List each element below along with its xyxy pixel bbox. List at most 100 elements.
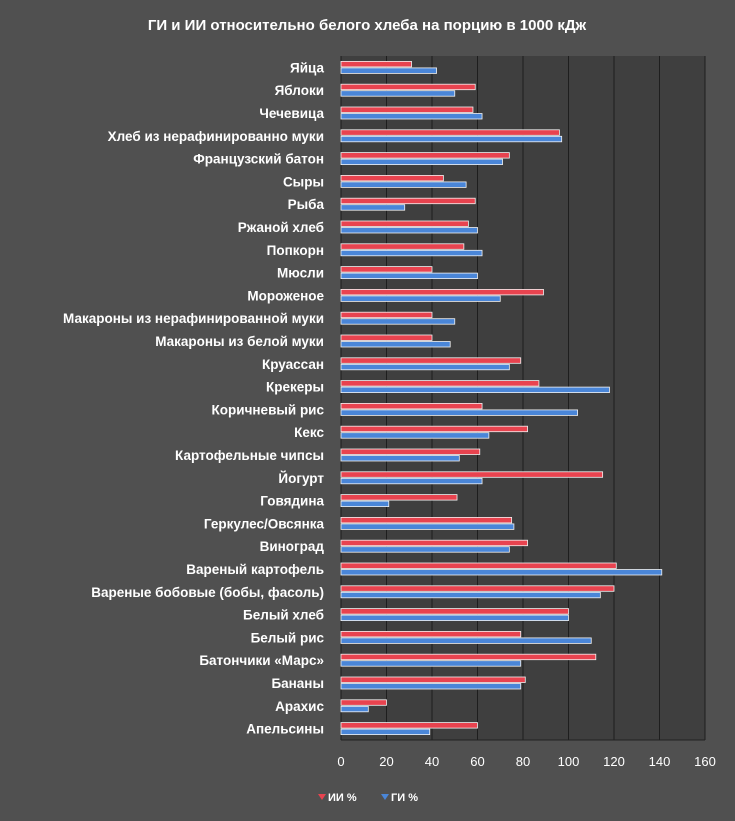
bar-ii [341, 403, 482, 409]
bar-ii [341, 723, 478, 729]
category-label: Попкорн [267, 243, 324, 258]
x-tick-label: 80 [516, 754, 530, 769]
bar-gi [341, 228, 478, 234]
legend-label-gi: ГИ % [391, 792, 418, 804]
category-label: Бананы [271, 676, 324, 691]
bar-gi [341, 410, 578, 416]
category-label: Французский батон [193, 152, 324, 167]
category-label: Коричневый рис [212, 402, 325, 417]
x-tick-label: 120 [603, 754, 625, 769]
bar-gi [341, 182, 466, 188]
chart: ГИ и ИИ относительно белого хлеба на пор… [0, 0, 735, 821]
x-tick-label: 140 [649, 754, 671, 769]
bar-ii [341, 153, 509, 159]
bar-ii [341, 563, 616, 569]
bar-ii [341, 517, 512, 523]
bar-gi [341, 136, 562, 142]
category-label: Виноград [260, 539, 325, 554]
bar-gi [341, 387, 609, 393]
category-label: Апельсины [246, 722, 324, 737]
category-label: Мороженое [247, 288, 324, 303]
bar-gi [341, 319, 455, 325]
bar-ii [341, 198, 475, 204]
category-label: Круассан [262, 357, 324, 372]
bar-ii [341, 175, 443, 181]
category-label: Говядина [260, 494, 324, 509]
bar-gi [341, 456, 459, 462]
bar-gi [341, 433, 489, 439]
bar-gi [341, 273, 478, 279]
category-label: Кекс [294, 425, 324, 440]
category-label: Вареный картофель [186, 562, 324, 577]
x-tick-label: 0 [337, 754, 344, 769]
category-label: Макароны из нерафинированной муки [63, 311, 324, 326]
bar-ii [341, 289, 543, 295]
bar-gi [341, 478, 482, 484]
chart-title: ГИ и ИИ относительно белого хлеба на пор… [148, 17, 587, 34]
bar-ii [341, 654, 596, 660]
category-label: Ржаной хлеб [238, 220, 324, 235]
bar-ii [341, 61, 412, 67]
bar-gi [341, 615, 569, 621]
bar-ii [341, 84, 475, 90]
bar-ii [341, 586, 614, 592]
x-tick-label: 100 [558, 754, 580, 769]
category-label: Крекеры [266, 380, 324, 395]
bar-gi [341, 570, 662, 576]
category-label: Яйца [290, 60, 324, 75]
bar-ii [341, 609, 569, 615]
category-label: Яблоки [275, 83, 324, 98]
category-label: Вареные бобовые (бобы, фасоль) [91, 585, 324, 600]
bar-gi [341, 296, 500, 302]
bar-gi [341, 159, 503, 165]
category-label: Йогурт [278, 471, 324, 486]
bar-ii [341, 312, 432, 318]
bar-ii [341, 426, 528, 432]
bar-gi [341, 524, 514, 530]
bar-gi [341, 684, 521, 690]
bar-gi [341, 114, 482, 120]
bar-ii [341, 358, 521, 364]
bar-gi [341, 661, 521, 667]
x-tick-label: 160 [694, 754, 716, 769]
bar-ii [341, 267, 432, 273]
category-label: Картофельные чипсы [175, 448, 324, 463]
category-label: Чечевица [259, 106, 324, 121]
bar-gi [341, 501, 389, 507]
category-label: Белый рис [251, 630, 325, 645]
bar-gi [341, 547, 509, 553]
bar-ii [341, 540, 528, 546]
bar-gi [341, 68, 437, 74]
x-tick-label: 60 [470, 754, 484, 769]
bar-gi [341, 342, 450, 348]
bar-gi [341, 91, 455, 97]
bar-ii [341, 107, 473, 113]
bar-gi [341, 592, 600, 598]
x-tick-label: 40 [425, 754, 439, 769]
bar-gi [341, 638, 591, 644]
x-tick-label: 20 [379, 754, 393, 769]
category-label: Батончики «Марс» [199, 653, 324, 668]
bar-ii [341, 449, 480, 455]
bar-ii [341, 700, 387, 706]
category-label: Сыры [283, 174, 324, 189]
category-label: Белый хлеб [243, 608, 324, 623]
bar-gi [341, 706, 368, 712]
bar-gi [341, 205, 405, 211]
bar-gi [341, 364, 509, 370]
bar-ii [341, 631, 521, 637]
bar-ii [341, 244, 464, 250]
category-label: Арахис [275, 699, 324, 714]
category-label: Рыба [288, 197, 325, 212]
bar-ii [341, 335, 432, 341]
bar-gi [341, 250, 482, 256]
bar-ii [341, 495, 457, 501]
bar-ii [341, 472, 603, 478]
bar-ii [341, 677, 525, 683]
bar-ii [341, 221, 468, 227]
category-label: Хлеб из нерафинированно муки [108, 129, 324, 144]
legend-label-ii: ИИ % [328, 792, 357, 804]
bar-ii [341, 381, 539, 387]
bar-ii [341, 130, 559, 136]
category-label: Макароны из белой муки [155, 334, 324, 349]
